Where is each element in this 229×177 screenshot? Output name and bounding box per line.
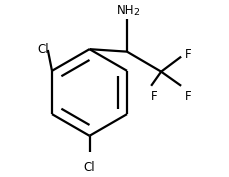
- Text: F: F: [185, 90, 191, 103]
- Text: Cl: Cl: [84, 161, 95, 174]
- Text: F: F: [185, 48, 191, 61]
- Text: Cl: Cl: [38, 44, 49, 56]
- Text: NH: NH: [117, 4, 134, 17]
- Text: F: F: [151, 90, 158, 103]
- Text: 2: 2: [133, 8, 139, 18]
